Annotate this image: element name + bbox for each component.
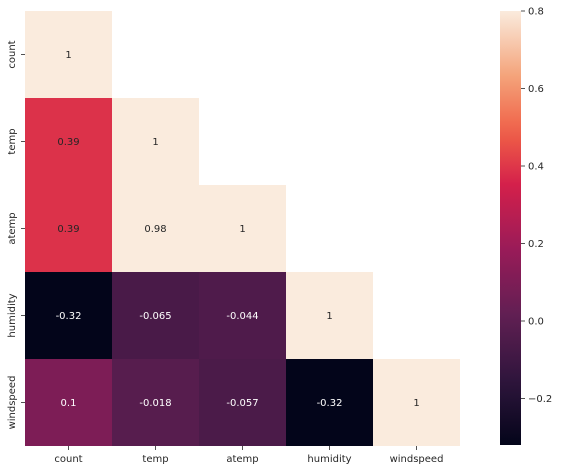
cell-value-label: -0.065 <box>139 311 171 322</box>
heatmap-cell <box>286 272 373 359</box>
heatmap-cell <box>199 359 286 446</box>
colorbar-tick-label: −0.2 <box>528 394 552 405</box>
heatmap-cell <box>373 359 460 446</box>
heatmap-cell <box>25 11 112 98</box>
cell-value-label: 0.39 <box>57 224 79 235</box>
y-tick-label: humidity <box>7 293 18 337</box>
heatmap-cell <box>286 359 373 446</box>
colorbar-tick-label: 0.6 <box>528 84 544 95</box>
colorbar-gradient <box>500 11 521 445</box>
cell-value-label: 1 <box>239 224 245 235</box>
y-tick-labels: count temp atemp humidity windspeed <box>7 40 25 429</box>
cell-value-label: -0.044 <box>226 311 258 322</box>
cell-value-label: 1 <box>152 137 158 148</box>
cell-value-label: 0.39 <box>57 137 79 148</box>
cell-value-label: 1 <box>65 50 71 61</box>
cell-value-label: 0.98 <box>144 224 166 235</box>
heatmap-cell <box>112 98 199 185</box>
y-tick-label: temp <box>7 128 18 154</box>
x-tick-label: count <box>54 454 82 465</box>
cell-value-label: 1 <box>326 311 332 322</box>
colorbar-tick-label: 0.0 <box>528 317 544 328</box>
cell-value-label: 0.1 <box>61 398 77 409</box>
cell-value-label: -0.32 <box>56 311 82 322</box>
heatmap-cell <box>25 272 112 359</box>
heatmap-cell <box>25 98 112 185</box>
x-tick-label: atemp <box>226 454 258 465</box>
heatmap-cell <box>199 185 286 272</box>
colorbar-ticks: −0.2 0.0 0.2 0.4 0.6 0.8 <box>521 7 552 405</box>
cell-value-label: -0.32 <box>317 398 343 409</box>
y-tick-label: windspeed <box>7 376 18 430</box>
y-tick-label: atemp <box>7 212 18 244</box>
colorbar-tick-label: 0.4 <box>528 162 544 173</box>
colorbar: −0.2 0.0 0.2 0.4 0.6 0.8 <box>500 7 552 445</box>
heatmap-cell <box>199 272 286 359</box>
heatmap-cell <box>112 185 199 272</box>
x-tick-labels: count temp atemp humidity windspeed <box>54 446 443 465</box>
heatmap-cells: 1 0.39 1 0.39 0.98 1 -0.32 -0.065 -0.044 1 0.1 -0.0… <box>25 11 460 446</box>
cell-value-label: 1 <box>413 398 419 409</box>
cell-value-label: -0.057 <box>226 398 258 409</box>
colorbar-tick-label: 0.2 <box>528 239 544 250</box>
heatmap-cell <box>112 359 199 446</box>
heatmap-cell <box>112 272 199 359</box>
y-tick-label: count <box>7 40 18 68</box>
cell-value-label: -0.018 <box>139 398 171 409</box>
heatmap-cell <box>25 185 112 272</box>
x-tick-label: temp <box>142 454 168 465</box>
heatmap-cell <box>25 359 112 446</box>
x-tick-label: windspeed <box>390 454 444 465</box>
x-tick-label: humidity <box>307 454 351 465</box>
colorbar-tick-label: 0.8 <box>528 7 544 18</box>
